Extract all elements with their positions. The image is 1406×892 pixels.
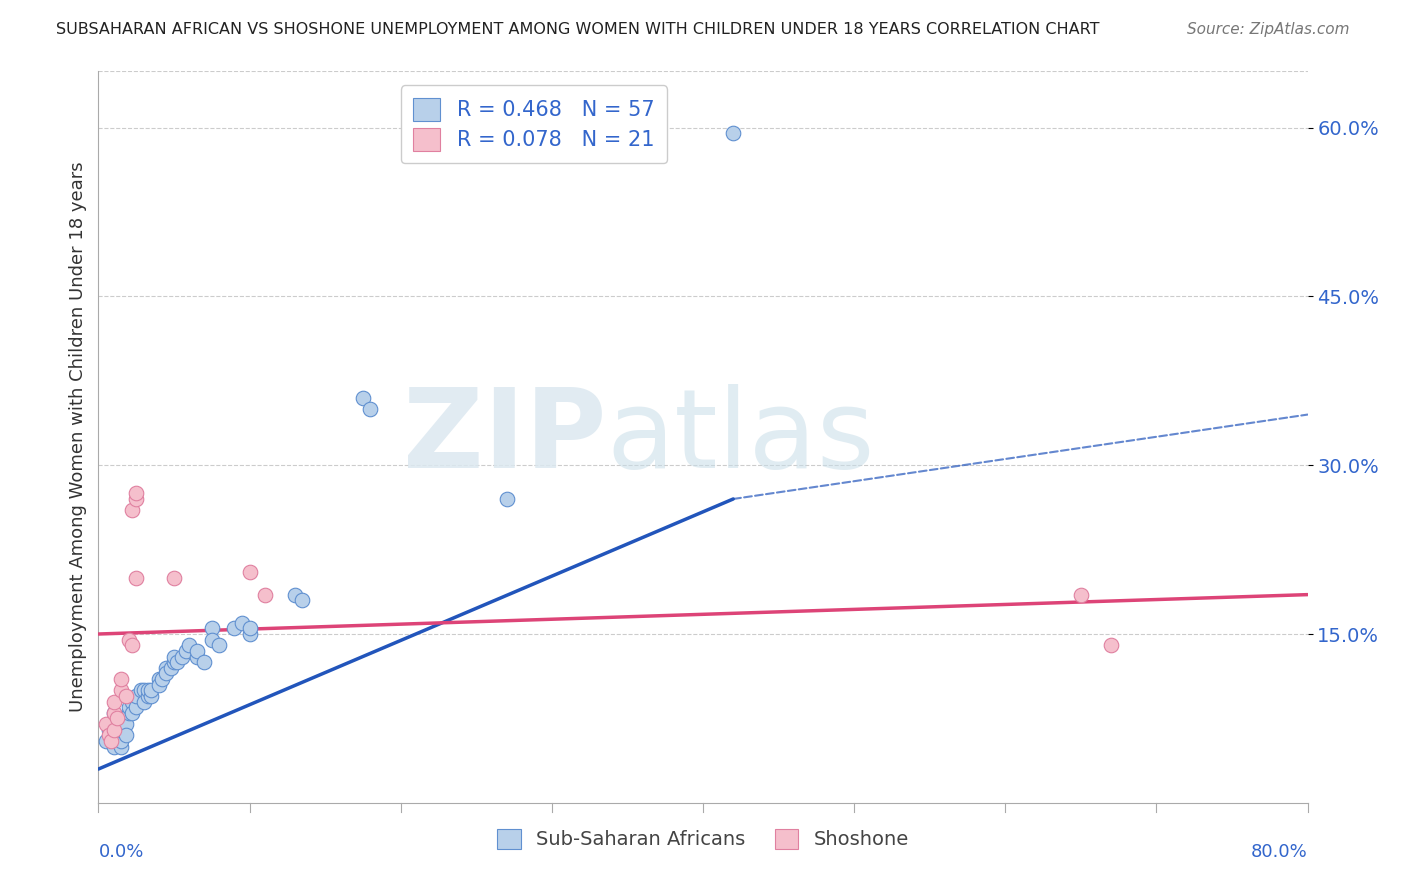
Point (231, 615, 253, 630)
Point (105, 723, 128, 737)
Point (121, 706, 143, 720)
Point (100, 728, 122, 742)
Point (110, 723, 132, 737)
Point (100, 734, 122, 748)
Point (141, 689, 163, 703)
Point (98, 723, 121, 737)
Point (1099, 638, 1122, 652)
Point (721, 126, 744, 140)
Point (148, 672, 170, 686)
Point (193, 655, 215, 669)
Point (136, 683, 159, 698)
Point (495, 491, 517, 506)
Point (208, 638, 231, 652)
Legend: R = 0.468   N = 57, R = 0.078   N = 21: R = 0.468 N = 57, R = 0.078 N = 21 (401, 86, 666, 163)
Point (121, 503, 143, 517)
Point (110, 672, 132, 686)
Text: SUBSAHARAN AFRICAN VS SHOSHONE UNEMPLOYMENT AMONG WOMEN WITH CHILDREN UNDER 18 Y: SUBSAHARAN AFRICAN VS SHOSHONE UNEMPLOYM… (56, 22, 1099, 37)
Point (125, 491, 148, 506)
Text: 80.0%: 80.0% (1251, 843, 1308, 861)
Point (121, 638, 143, 652)
Y-axis label: Unemployment Among Women with Children Under 18 years: Unemployment Among Women with Children U… (69, 161, 87, 713)
Point (136, 689, 159, 703)
Point (163, 649, 186, 664)
Point (114, 689, 136, 703)
Point (360, 401, 382, 416)
Point (224, 621, 246, 635)
Point (94, 717, 117, 731)
Point (103, 694, 125, 708)
Point (110, 728, 132, 742)
Point (163, 655, 186, 669)
Point (103, 706, 125, 720)
Point (103, 728, 125, 742)
Point (125, 486, 148, 500)
Point (105, 711, 128, 725)
Point (160, 661, 183, 675)
Point (110, 734, 132, 748)
Point (1070, 588, 1092, 602)
Point (155, 661, 177, 675)
Point (253, 588, 276, 602)
Point (186, 644, 208, 658)
Point (186, 649, 208, 664)
Point (114, 717, 136, 731)
Point (155, 666, 177, 681)
Point (148, 678, 170, 692)
Point (201, 621, 224, 635)
Point (291, 593, 314, 607)
Point (103, 723, 125, 737)
Point (110, 739, 132, 754)
Point (132, 694, 155, 708)
Point (239, 627, 262, 641)
Point (201, 632, 224, 647)
Point (150, 672, 173, 686)
Point (103, 717, 125, 731)
Point (141, 683, 163, 698)
Point (125, 700, 148, 714)
Text: atlas: atlas (606, 384, 875, 491)
Point (352, 391, 374, 405)
Text: Source: ZipAtlas.com: Source: ZipAtlas.com (1187, 22, 1350, 37)
Point (107, 728, 129, 742)
Point (118, 700, 141, 714)
Point (110, 717, 132, 731)
Point (177, 638, 201, 652)
Point (114, 728, 136, 742)
Point (121, 694, 143, 708)
Point (170, 649, 193, 664)
Text: 0.0%: 0.0% (98, 843, 143, 861)
Point (132, 683, 155, 698)
Point (166, 655, 188, 669)
Point (239, 565, 262, 579)
Text: ZIP: ZIP (404, 384, 606, 491)
Point (125, 689, 148, 703)
Point (103, 706, 125, 720)
Point (284, 588, 307, 602)
Point (174, 644, 197, 658)
Point (110, 683, 132, 698)
Point (94, 734, 117, 748)
Point (125, 571, 148, 585)
Point (239, 621, 262, 635)
Point (163, 571, 186, 585)
Point (118, 632, 141, 647)
Point (129, 683, 152, 698)
Point (98, 728, 121, 742)
Point (118, 706, 141, 720)
Point (103, 739, 125, 754)
